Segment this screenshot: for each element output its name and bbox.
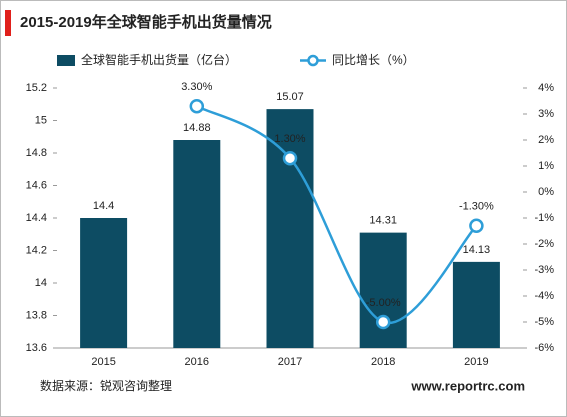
- line-label: 1.30%: [274, 133, 305, 145]
- legend-swatch: [57, 55, 75, 66]
- x-tick-label: 2016: [185, 356, 209, 368]
- bar-label: 14.4: [93, 200, 114, 212]
- line-label: -5.00%: [366, 297, 401, 309]
- bar: [452, 261, 500, 348]
- y2-tick-label: -1%: [534, 212, 554, 224]
- legend-label: 全球智能手机出货量（亿台）: [81, 52, 237, 67]
- watermark: www.reportrc.com: [410, 378, 525, 393]
- y2-tick-label: -5%: [534, 316, 554, 328]
- x-tick-label: 2018: [371, 356, 395, 368]
- y2-tick-label: -4%: [534, 290, 554, 302]
- title-accent: [5, 10, 11, 36]
- chart-title: 2015-2019年全球智能手机出货量情况: [20, 13, 272, 31]
- line-marker: [469, 218, 484, 234]
- line-marker: [375, 314, 391, 330]
- y-tick-label: 14.4: [26, 212, 47, 224]
- bar-label: 14.13: [463, 244, 491, 256]
- y-tick-label: 14.8: [26, 147, 47, 159]
- y-tick-label: 14.6: [26, 179, 47, 191]
- source: 数据来源：锐观咨询整理: [40, 378, 172, 393]
- y2-tick-label: 1%: [538, 160, 554, 172]
- y2-tick-label: 4%: [538, 82, 554, 94]
- y-tick-label: 13.6: [26, 342, 47, 354]
- bar-label: 14.88: [183, 122, 211, 134]
- x-tick-label: 2019: [464, 356, 488, 368]
- bar-label: 14.31: [369, 215, 397, 227]
- y-tick-label: 14.2: [26, 244, 47, 256]
- line-marker: [282, 150, 298, 166]
- y2-tick-label: -3%: [534, 264, 554, 276]
- x-tick-label: 2017: [278, 356, 302, 368]
- bar: [173, 140, 221, 348]
- x-tick-label: 2015: [91, 356, 115, 368]
- bar-label: 15.07: [276, 91, 304, 103]
- bar: [266, 109, 314, 348]
- line-label: -1.30%: [459, 201, 494, 213]
- legend-label: 同比增长（%）: [332, 53, 415, 67]
- y-tick-label: 15: [35, 114, 47, 126]
- legend-marker: [307, 54, 319, 67]
- bar: [80, 218, 128, 348]
- y-tick-label: 13.8: [26, 309, 47, 321]
- bar: [359, 232, 407, 348]
- y2-tick-label: 2%: [538, 134, 554, 146]
- y2-tick-label: -6%: [534, 342, 554, 354]
- y2-tick-label: 0%: [538, 186, 554, 198]
- y-tick-label: 15.2: [26, 82, 47, 94]
- line-marker: [189, 98, 205, 114]
- y2-tick-label: -2%: [534, 238, 554, 250]
- line-label: 3.30%: [181, 81, 212, 93]
- line: [196, 105, 478, 325]
- y-tick-label: 14: [35, 277, 47, 289]
- y2-tick-label: 3%: [538, 108, 554, 120]
